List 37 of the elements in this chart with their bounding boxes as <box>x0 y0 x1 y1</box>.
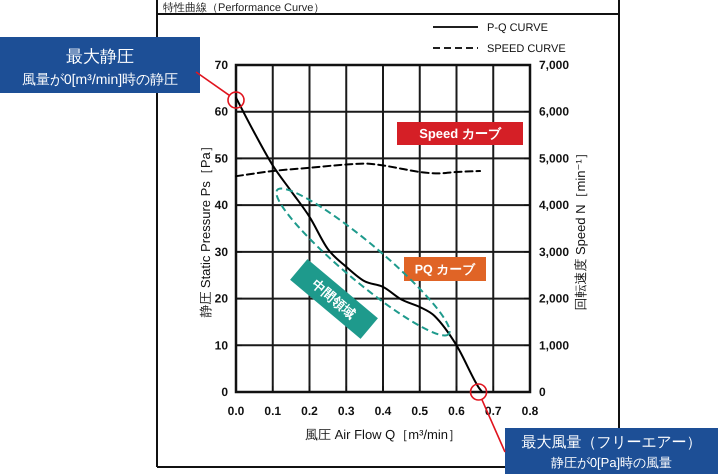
y-tick-label: 40 <box>214 198 228 212</box>
x-tick-label: 0.6 <box>448 404 466 418</box>
x-tick-label: 0.5 <box>411 404 428 418</box>
y-tick-label: 50 <box>214 151 228 166</box>
x-tick-label: 0.0 <box>228 404 245 418</box>
y-tick-label: 60 <box>214 104 228 119</box>
y-tick-label: 10 <box>214 338 228 352</box>
y2-tick-label: 6,000 <box>539 104 570 119</box>
annotation: 最大風量（フリーエアー） <box>522 434 702 451</box>
y2-tick-label: 4,000 <box>539 198 570 212</box>
x-tick-label: 0.4 <box>374 404 392 418</box>
y2-tick-label: 2,000 <box>539 292 570 306</box>
legend-label: P-Q CURVE <box>487 22 548 34</box>
y-tick-label: 70 <box>214 58 228 72</box>
y-tick-label: 0 <box>221 385 228 399</box>
y-tick-label: 20 <box>214 292 228 306</box>
ylabel: 静圧 Static Pressure Ps［Pa］ <box>198 139 213 318</box>
annotation: 最大静圧 <box>66 47 134 66</box>
y2-tick-label: 0 <box>539 385 546 399</box>
legend-label: SPEED CURVE <box>487 43 566 55</box>
x-tick-label: 0.2 <box>301 404 318 418</box>
y2-tick-label: 5,000 <box>539 151 570 166</box>
title: 特性曲線（Performance Curve） <box>163 2 324 14</box>
x-tick-label: 0.1 <box>264 404 282 418</box>
y2-tick-label: 1,000 <box>539 338 570 352</box>
y-tick-label: 30 <box>214 244 228 259</box>
xlabel: 風圧 Air Flow Q［m³/min］ <box>305 427 461 442</box>
annotation: 静圧が0[Pa]時の風量 <box>550 455 672 470</box>
x-tick-label: 0.3 <box>338 404 355 418</box>
annotation: 風量が0[m³/min]時の静圧 <box>22 71 178 87</box>
y2label: 回転速度 Speed N［min⁻¹］ <box>573 146 588 311</box>
x-tick-label: 0.8 <box>522 404 539 418</box>
annotation: PQ カーブ <box>414 262 476 276</box>
y2-tick-label: 3,000 <box>539 244 570 259</box>
y2-tick-label: 7,000 <box>539 58 570 72</box>
annotation: 中間領域 <box>309 276 359 322</box>
annotation: Speed カーブ <box>419 126 501 141</box>
